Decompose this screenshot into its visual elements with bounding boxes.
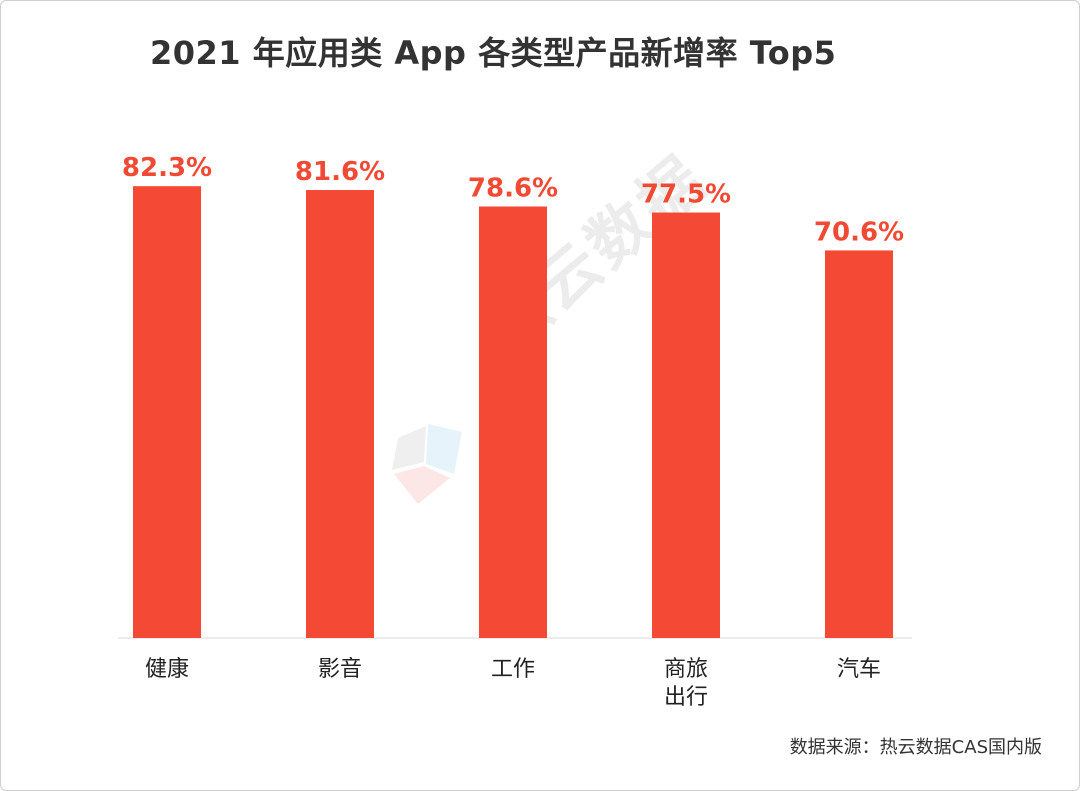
- bar-3: [479, 206, 547, 638]
- bar-1: [133, 186, 201, 638]
- category-label-4: 商旅出行: [664, 657, 708, 710]
- watermark-logo-icon: [392, 424, 462, 504]
- chart-title: 2021 年应用类 App 各类型产品新增率 Top5: [150, 34, 837, 72]
- bar-5: [825, 250, 893, 638]
- value-label-5: 70.6%: [814, 217, 904, 247]
- bar-4: [652, 212, 720, 638]
- value-label-4: 77.5%: [641, 180, 731, 210]
- bar-2: [306, 190, 374, 639]
- value-label-1: 82.3%: [122, 153, 212, 183]
- category-label-5: 汽车: [837, 657, 881, 682]
- bars-layer: 82.3% 健康 81.6% 影音 78.6% 工作 77.5% 商旅出行 70.6% 汽车: [122, 153, 904, 710]
- category-label-2: 影音: [318, 657, 362, 682]
- category-label-1: 健康: [145, 657, 189, 682]
- data-source-note: 数据来源：热云数据CAS国内版: [789, 737, 1042, 758]
- category-label-3: 工作: [491, 657, 535, 682]
- value-label-2: 81.6%: [295, 157, 385, 187]
- value-label-3: 78.6%: [468, 173, 558, 203]
